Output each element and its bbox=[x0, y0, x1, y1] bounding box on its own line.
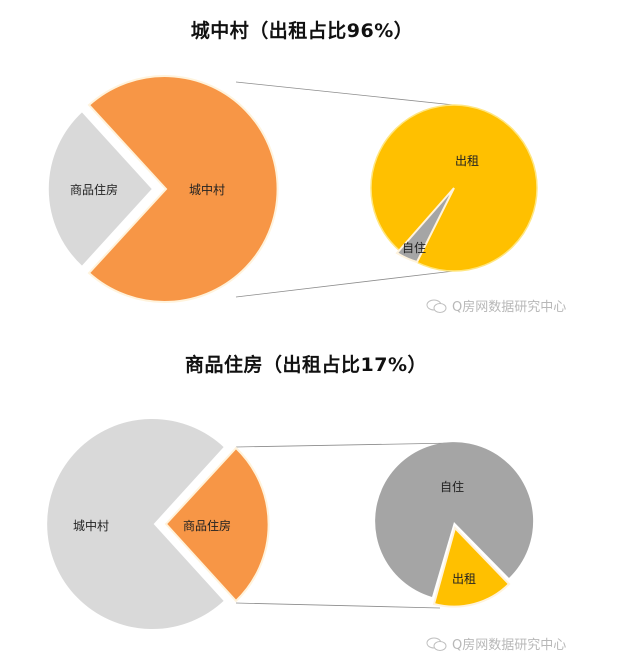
label-commercial-housing: 商品住房 bbox=[70, 182, 118, 197]
connector-line-bottom-2 bbox=[235, 602, 441, 609]
wechat-icon bbox=[426, 637, 448, 651]
chart-title-bottom: 商品住房（出租占比17%） bbox=[185, 354, 427, 376]
pie-slice-self-occupied bbox=[395, 187, 455, 264]
pie-slice-self-occupied-2 bbox=[375, 442, 534, 597]
pie-slice-commercial-housing bbox=[46, 109, 155, 269]
watermark-text: Q房网数据研究中心 bbox=[452, 638, 567, 653]
label-self-occupied: 自住 bbox=[402, 241, 426, 255]
label-urban-village: 城中村 bbox=[189, 182, 225, 197]
pie-slice-urban-village-2 bbox=[45, 417, 227, 631]
label-commercial-housing-2: 商品住房 bbox=[183, 518, 231, 533]
watermark-top: Q房网数据研究中心 bbox=[426, 296, 566, 315]
wechat-icon bbox=[426, 299, 448, 313]
connector-line-bottom bbox=[235, 270, 455, 298]
watermark-text: Q房网数据研究中心 bbox=[452, 300, 567, 315]
chart-title-top: 城中村（出租占比96%） bbox=[190, 20, 414, 42]
pie-slice-commercial-housing-2 bbox=[164, 446, 270, 603]
pie-slice-urban-village bbox=[87, 75, 279, 303]
label-self-occupied-2: 自住 bbox=[440, 480, 464, 494]
connector-line-top-2 bbox=[235, 442, 456, 448]
watermark-bottom: Q房网数据研究中心 bbox=[426, 634, 566, 653]
label-urban-village-2: 城中村 bbox=[73, 518, 109, 533]
label-rented-2: 出租 bbox=[452, 572, 476, 586]
connector-line-top bbox=[235, 81, 455, 106]
label-rented: 出租 bbox=[455, 154, 479, 168]
pie-slice-rented-2 bbox=[432, 526, 511, 608]
